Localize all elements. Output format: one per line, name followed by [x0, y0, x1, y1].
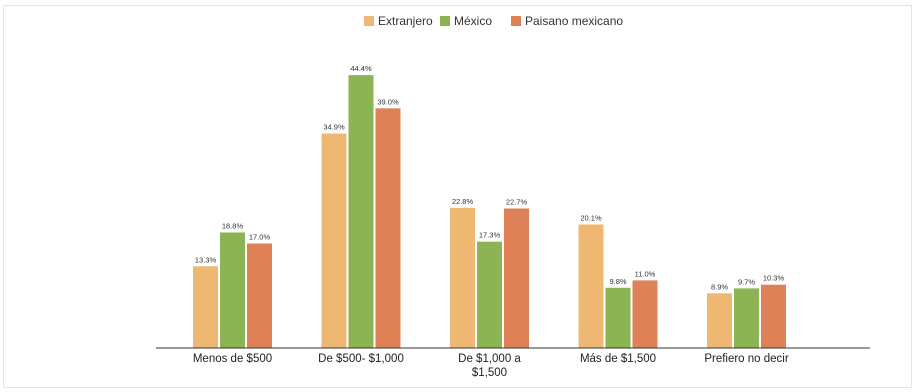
value-label-mexico-3: 17.3%	[479, 231, 501, 240]
value-label-extranjero-3: 22.8%	[452, 197, 474, 206]
bar-paisano-mexicano-1	[247, 243, 272, 348]
value-label-paisano-mexicano-3: 22.7%	[506, 197, 528, 206]
bar-extranjero-3	[450, 207, 475, 348]
bar-mexico-2	[348, 75, 374, 348]
legend-swatch-paisano-mexicano	[511, 16, 521, 26]
bar-chart: Extranjero México Paisano mexicano 13.3% 34…	[156, 14, 870, 379]
category-label-2: De $500- $1,000	[318, 353, 404, 365]
category-label-5: Prefiero no decir	[704, 353, 789, 365]
bar-extranjero-4	[578, 224, 604, 348]
value-label-extranjero-5: 8.9%	[711, 282, 728, 291]
legend-label-extranjero: Extranjero	[378, 14, 433, 28]
bar-paisano-mexicano-3	[504, 208, 529, 348]
category-label-1: Menos de $500	[193, 353, 272, 365]
bar-mexico-5	[734, 288, 759, 348]
legend-swatch-mexico	[440, 16, 450, 26]
bar-mexico-4	[605, 287, 631, 348]
value-label-mexico-1: 18.8%	[222, 221, 244, 230]
legend-swatch-extranjero	[364, 16, 374, 26]
bar-extranjero-5	[707, 293, 732, 348]
category-label-4: Más de $1,500	[580, 353, 656, 365]
bar-mexico-3	[477, 241, 502, 348]
legend: Extranjero México Paisano mexicano	[364, 14, 623, 28]
bar-paisano-mexicano-5	[761, 284, 786, 348]
category-label-3: De $1,000 a $1,500	[458, 353, 521, 379]
bar-mexico-1	[220, 232, 245, 348]
value-label-paisano-mexicano-1: 17.0%	[249, 233, 271, 242]
legend-label-mexico: México	[454, 14, 492, 28]
value-labels-group: 13.3% 34.9% 22.8% 20.1% 8.9% 18.8% 44.4% 17.3% 9…	[195, 64, 785, 291]
bars-group	[193, 75, 786, 348]
value-label-paisano-mexicano-4: 11.0%	[635, 269, 656, 278]
value-label-extranjero-4: 20.1%	[580, 213, 602, 222]
value-label-extranjero-2: 34.9%	[323, 123, 345, 132]
value-label-mexico-4: 9.8%	[609, 277, 626, 286]
value-label-extranjero-1: 13.3%	[195, 255, 217, 264]
value-label-mexico-5: 9.7%	[738, 277, 755, 286]
bar-extranjero-2	[321, 133, 347, 348]
chart-frame: Extranjero México Paisano mexicano 13.3% 34…	[3, 5, 912, 388]
legend-label-paisano-mexicano: Paisano mexicano	[525, 14, 623, 28]
category-labels-group: Menos de $500 De $500- $1,000 De $1,000 a $…	[193, 353, 789, 379]
value-label-mexico-2: 44.4%	[350, 64, 372, 73]
value-label-paisano-mexicano-5: 10.3%	[763, 274, 785, 283]
bar-paisano-mexicano-2	[375, 108, 401, 348]
value-label-paisano-mexicano-2: 39.0%	[377, 97, 399, 106]
bar-extranjero-1	[193, 266, 218, 348]
bar-paisano-mexicano-4	[632, 280, 658, 348]
